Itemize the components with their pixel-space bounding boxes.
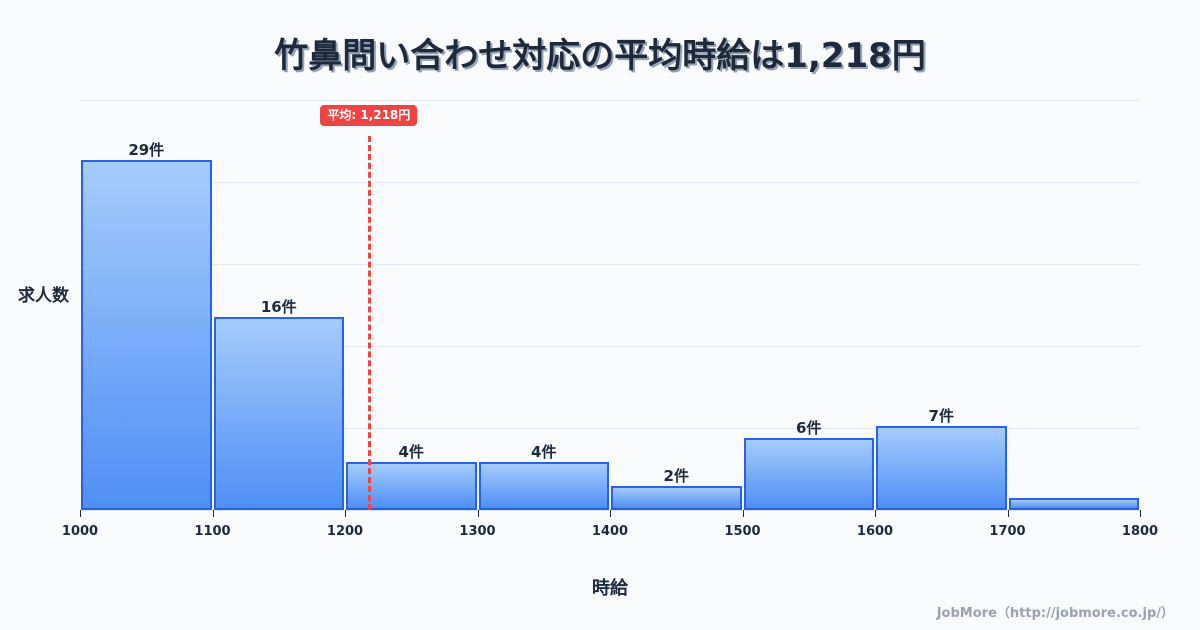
x-tick-label: 1700: [989, 524, 1026, 539]
gridline: [80, 346, 1140, 347]
gridline: [80, 100, 1140, 101]
bar-value-label: 29件: [128, 141, 165, 160]
gridline: [80, 264, 1140, 265]
histogram-bar: [213, 317, 344, 510]
x-tick: [742, 510, 744, 517]
mean-badge: 平均: 1,218円: [320, 105, 418, 126]
bar-value-label: 6件: [796, 418, 822, 437]
x-tick-label: 1500: [724, 524, 761, 539]
x-tick: [80, 510, 81, 517]
histogram-bar: [611, 485, 742, 510]
x-tick-label: 1200: [326, 524, 364, 539]
x-tick: [1007, 510, 1009, 517]
x-tick-label: 1300: [459, 524, 496, 539]
histogram-bar: [876, 425, 1007, 510]
x-tick-label: 1100: [194, 524, 231, 539]
histogram-bar: [81, 160, 212, 510]
histogram-bar: [1008, 497, 1139, 510]
histogram-bar: [743, 437, 874, 510]
bar-value-label: 4件: [531, 442, 557, 461]
x-tick: [477, 510, 479, 517]
gridline: [80, 182, 1140, 183]
x-tick: [610, 510, 611, 517]
x-tick: [875, 510, 876, 517]
chart-title: 竹鼻問い合わせ対応の平均時給は1,218円: [274, 36, 926, 76]
x-tick-label: 1800: [1121, 524, 1159, 539]
x-tick: [345, 510, 346, 517]
x-tick: [1140, 510, 1141, 517]
mean-line: [367, 136, 371, 510]
histogram-bar: [478, 461, 609, 510]
x-tick-label: 1600: [856, 524, 894, 539]
source-credit: JobMore（http://jobmore.co.jp/）: [936, 606, 1174, 621]
bar-value-label: 16件: [260, 298, 297, 317]
gridline: [80, 428, 1140, 429]
x-tick-label: 1400: [591, 524, 629, 539]
y-axis-label: 求人数: [18, 286, 69, 306]
x-tick-label: 1000: [61, 524, 99, 539]
x-tick: [212, 510, 214, 517]
histogram-bar: [346, 461, 477, 510]
bar-value-label: 2件: [663, 466, 689, 485]
bar-value-label: 4件: [398, 442, 424, 461]
bar-value-label: 7件: [928, 406, 954, 425]
x-axis-label: 時給: [592, 578, 628, 599]
